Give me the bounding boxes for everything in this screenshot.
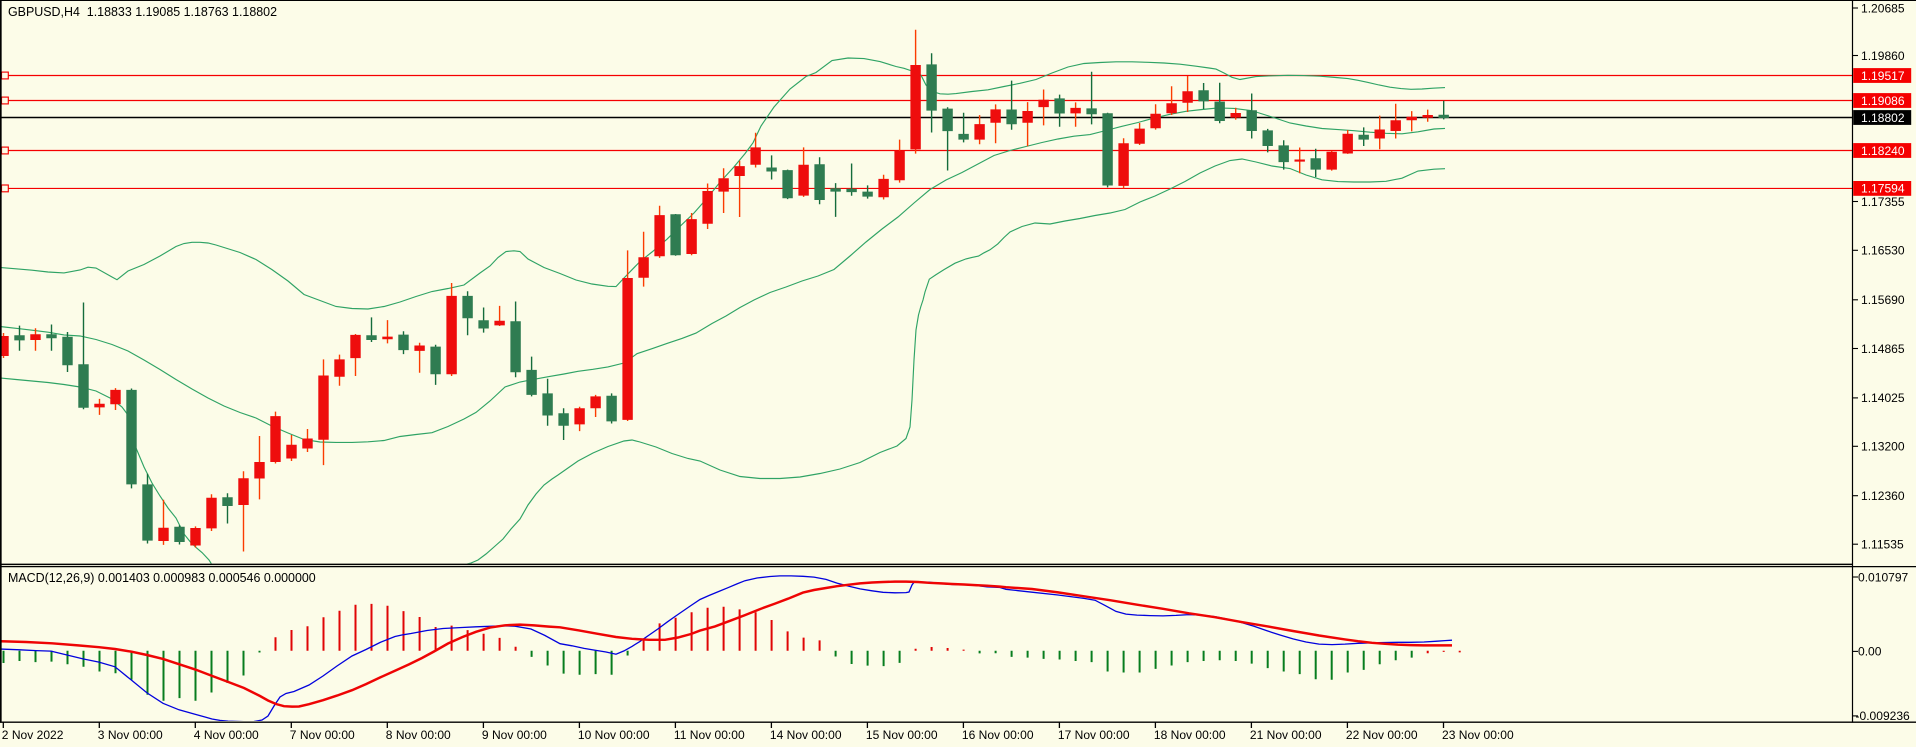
svg-text:1.17355: 1.17355 <box>1861 195 1905 209</box>
svg-text:1.20685: 1.20685 <box>1861 1 1905 15</box>
svg-text:1.12360: 1.12360 <box>1861 489 1905 503</box>
svg-text:1.16530: 1.16530 <box>1861 244 1905 258</box>
svg-text:10 Nov 00:00: 10 Nov 00:00 <box>578 728 650 742</box>
svg-text:4 Nov 00:00: 4 Nov 00:00 <box>194 728 259 742</box>
svg-text:MACD(12,26,9) 0.001403 0.00098: MACD(12,26,9) 0.001403 0.000983 0.000546… <box>8 571 316 585</box>
svg-text:11 Nov 00:00: 11 Nov 00:00 <box>674 728 745 742</box>
svg-text:17 Nov 00:00: 17 Nov 00:00 <box>1058 728 1130 742</box>
svg-text:7 Nov 00:00: 7 Nov 00:00 <box>290 728 355 742</box>
svg-text:1.17594: 1.17594 <box>1861 182 1905 196</box>
svg-text:1.19086: 1.19086 <box>1861 94 1905 108</box>
svg-text:1.19860: 1.19860 <box>1861 49 1905 63</box>
svg-text:2 Nov 2022: 2 Nov 2022 <box>2 728 64 742</box>
svg-text:1.19517: 1.19517 <box>1861 69 1905 83</box>
svg-text:1.14865: 1.14865 <box>1861 342 1905 356</box>
svg-text:1.14025: 1.14025 <box>1861 391 1905 405</box>
svg-text:1.13200: 1.13200 <box>1861 440 1905 454</box>
svg-text:18 Nov 00:00: 18 Nov 00:00 <box>1154 728 1226 742</box>
svg-text:0.010797: 0.010797 <box>1858 570 1909 584</box>
svg-text:9 Nov 00:00: 9 Nov 00:00 <box>482 728 547 742</box>
svg-text:16 Nov 00:00: 16 Nov 00:00 <box>962 728 1034 742</box>
svg-text:GBPUSD,H4 1.18833 1.19085 1.1: GBPUSD,H4 1.18833 1.19085 1.18763 1.1880… <box>8 5 277 19</box>
svg-text:15 Nov 00:00: 15 Nov 00:00 <box>866 728 938 742</box>
svg-text:1.18240: 1.18240 <box>1861 144 1905 158</box>
svg-text:23 Nov 00:00: 23 Nov 00:00 <box>1442 728 1514 742</box>
svg-text:-0.009236: -0.009236 <box>1856 709 1911 723</box>
svg-text:1.18802: 1.18802 <box>1861 111 1905 125</box>
svg-text:1.11535: 1.11535 <box>1861 538 1904 552</box>
svg-text:14 Nov 00:00: 14 Nov 00:00 <box>770 728 842 742</box>
svg-text:3 Nov 00:00: 3 Nov 00:00 <box>98 728 163 742</box>
svg-text:22 Nov 00:00: 22 Nov 00:00 <box>1346 728 1418 742</box>
svg-text:0.00: 0.00 <box>1858 645 1882 659</box>
svg-text:1.15690: 1.15690 <box>1861 293 1905 307</box>
svg-text:21 Nov 00:00: 21 Nov 00:00 <box>1250 728 1322 742</box>
svg-text:8 Nov 00:00: 8 Nov 00:00 <box>386 728 451 742</box>
